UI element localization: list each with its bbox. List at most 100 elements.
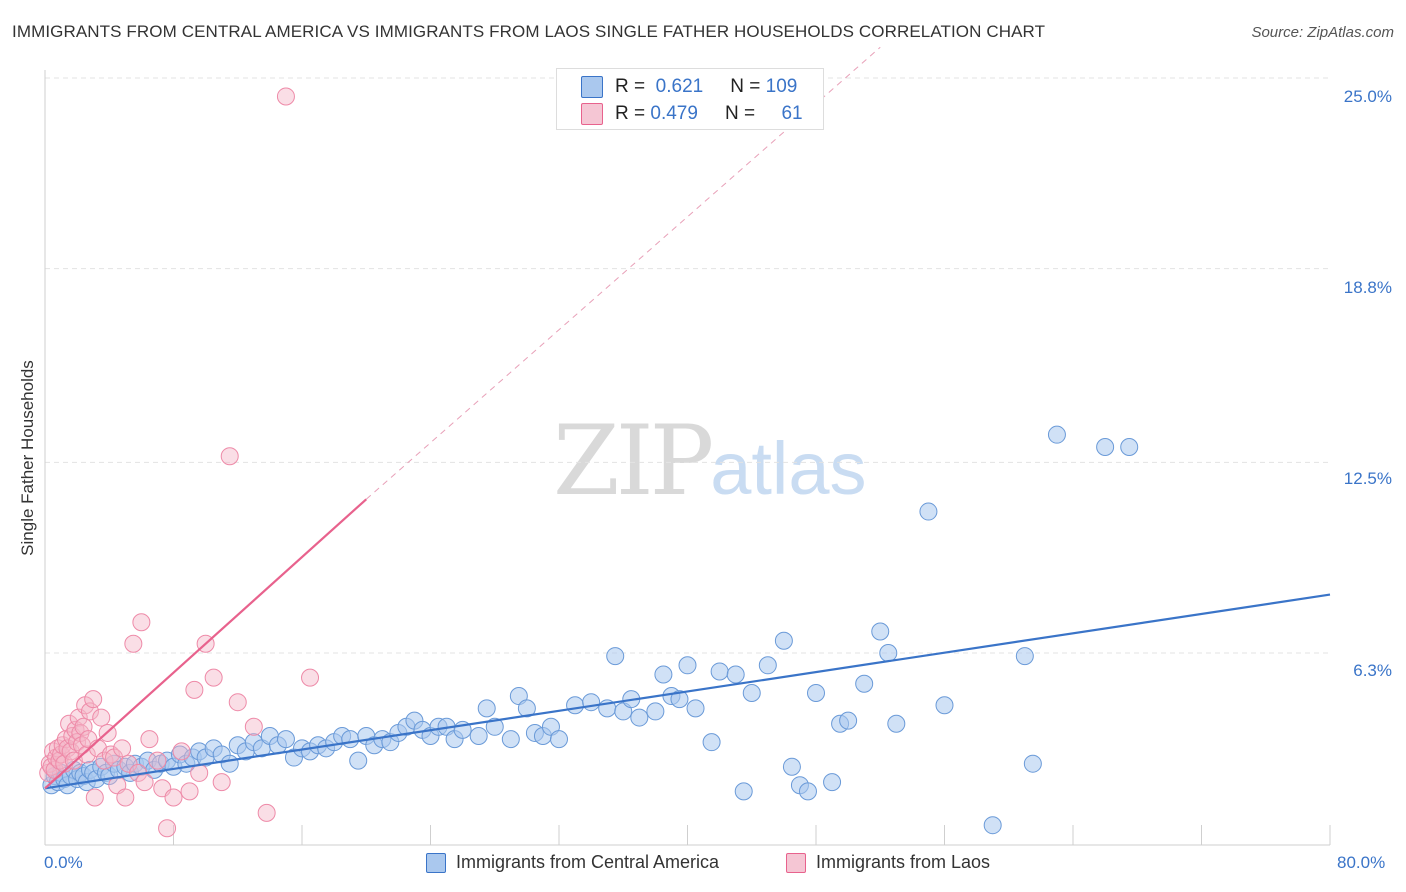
data-point-central-america	[501, 730, 520, 749]
data-point-central-america	[782, 757, 801, 776]
data-point-laos	[228, 693, 247, 712]
data-point-central-america	[485, 717, 504, 736]
data-point-laos	[185, 680, 204, 699]
data-point-laos	[148, 751, 167, 770]
n-label: N =	[724, 103, 756, 124]
data-point-central-america	[220, 754, 239, 773]
data-point-laos	[220, 447, 239, 466]
data-point-laos	[92, 708, 111, 727]
data-point-central-america	[670, 690, 689, 709]
data-point-central-america	[807, 683, 825, 702]
data-point-laos	[276, 87, 295, 106]
chart-title: IMMIGRANTS FROM CENTRAL AMERICA VS IMMIG…	[12, 22, 1046, 41]
data-point-laos	[79, 730, 98, 749]
r-value: 0.479	[650, 103, 698, 124]
data-point-central-america	[630, 708, 649, 727]
data-point-laos	[244, 717, 263, 736]
watermark-atlas: atlas	[710, 427, 867, 510]
stats-row-laos: R = 0.479 N = 61	[581, 103, 803, 125]
data-point-laos	[132, 613, 151, 632]
data-point-central-america	[477, 699, 496, 718]
n-value: 61	[781, 103, 803, 124]
n-label: N =	[730, 76, 761, 97]
data-point-central-america	[678, 656, 697, 675]
blue-swatch	[581, 76, 603, 98]
trendline-laos	[44, 498, 367, 790]
data-point-central-america	[654, 665, 673, 684]
data-point-central-america	[855, 674, 874, 693]
y-tick-label: 18.8%	[1343, 278, 1392, 297]
blue-swatch	[426, 852, 446, 873]
data-point-central-america	[686, 699, 705, 718]
legend-label: Immigrants from Central America	[456, 852, 720, 872]
x-tick-label: 0.0%	[44, 853, 83, 872]
y-tick-label: 12.5%	[1343, 469, 1392, 488]
data-point-central-america	[1096, 437, 1115, 456]
data-point-central-america	[710, 662, 729, 681]
data-point-central-america	[871, 622, 890, 641]
data-point-central-america	[734, 782, 753, 801]
data-point-central-america	[1047, 425, 1066, 444]
data-point-central-america	[798, 782, 817, 801]
data-point-laos	[301, 668, 320, 687]
data-point-central-america	[879, 644, 898, 662]
trendline-central-america	[44, 593, 1331, 790]
data-point-laos	[119, 754, 138, 773]
data-point-central-america	[983, 816, 1002, 835]
data-point-laos	[135, 773, 154, 792]
data-point-central-america	[839, 711, 858, 730]
data-point-central-america	[742, 683, 761, 702]
data-point-central-america	[566, 696, 585, 715]
series-legend: Immigrants from Central America Immigran…	[0, 852, 1406, 876]
data-point-laos	[116, 788, 135, 807]
data-point-laos	[257, 803, 276, 822]
data-point-central-america	[1120, 437, 1139, 456]
data-point-central-america	[550, 730, 568, 749]
data-point-central-america	[887, 714, 906, 733]
data-point-laos	[77, 745, 96, 764]
data-point-central-america	[517, 699, 536, 718]
data-point-laos	[140, 730, 159, 749]
data-point-laos	[180, 782, 199, 801]
watermark-zip: ZIP	[553, 405, 714, 517]
r-label: R =	[615, 76, 646, 97]
n-value: 109	[765, 76, 798, 97]
data-point-laos	[101, 745, 120, 764]
pink-swatch	[786, 852, 806, 873]
stats-legend: R = 0.621 N = 109 R = 0.479 N = 61	[556, 68, 824, 130]
data-point-laos	[113, 739, 132, 758]
data-point-central-america	[276, 730, 295, 749]
data-point-laos	[204, 668, 223, 687]
y-tick-label: 6.3%	[1353, 661, 1392, 680]
legend-item-central-america[interactable]: Immigrants from Central America	[426, 852, 719, 873]
data-point-central-america	[774, 631, 793, 650]
data-point-central-america	[758, 656, 777, 675]
r-label: R =	[615, 103, 646, 124]
data-point-laos	[212, 773, 231, 792]
data-point-laos	[164, 788, 183, 807]
legend-item-laos[interactable]: Immigrants from Laos	[786, 852, 990, 873]
data-point-central-america	[646, 702, 665, 721]
r-value: 0.621	[655, 76, 704, 97]
data-point-central-america	[919, 502, 938, 521]
data-point-central-america	[935, 696, 954, 715]
watermark: ZIPatlas	[553, 405, 867, 517]
data-point-central-america	[606, 647, 625, 666]
data-point-central-america	[702, 733, 721, 752]
y-tick-label: 25.0%	[1343, 87, 1392, 106]
data-point-laos	[84, 690, 103, 709]
data-point-central-america	[341, 730, 360, 749]
source-label: Source: ZipAtlas.com	[1251, 24, 1394, 41]
stats-row-central-america: R = 0.621 N = 109	[581, 76, 797, 98]
trendline-laos-extension	[365, 46, 881, 500]
data-point-central-america	[349, 751, 368, 770]
data-point-laos	[172, 742, 191, 761]
legend-label: Immigrants from Laos	[816, 852, 991, 872]
data-point-laos	[124, 634, 143, 653]
data-point-laos	[158, 819, 177, 838]
x-tick-label: 80.0%	[1337, 853, 1386, 872]
data-point-central-america	[726, 665, 745, 684]
data-point-central-america	[823, 773, 842, 792]
pink-swatch	[581, 103, 603, 125]
data-point-central-america	[582, 693, 601, 712]
